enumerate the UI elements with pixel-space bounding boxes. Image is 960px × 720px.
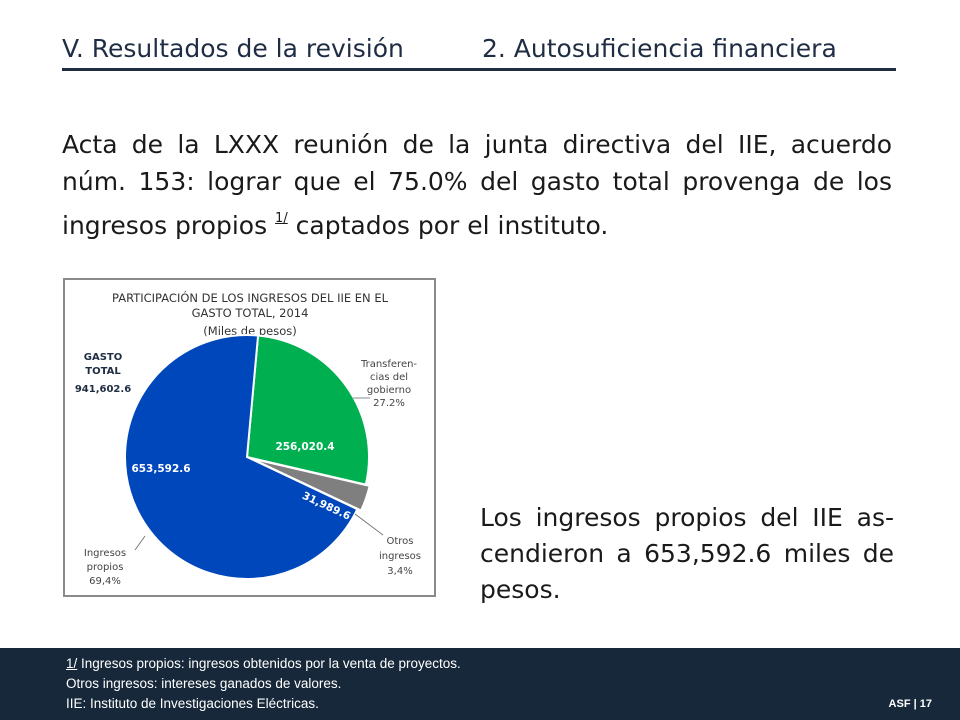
slice-value-propios: 653,592.6: [131, 463, 190, 475]
conclusion-paragraph: Los ingresos propios del IIE as-cendiero…: [480, 503, 894, 604]
org-acronym: ASF: [888, 698, 911, 710]
page-number: 17: [919, 698, 932, 710]
leader-line-otros: [354, 513, 384, 536]
pie-slice-otros: [250, 457, 371, 512]
pie-slices: [124, 334, 371, 580]
leader-line-propios: [134, 535, 146, 551]
footnote-1: 1/ Ingresos propios: ingresos obtenidos …: [66, 654, 461, 674]
pie-chart-panel: PARTICIPACIÓN DE LOS INGRESOS DEL IIE EN…: [63, 278, 436, 597]
pie-slice-transferencias: [245, 334, 370, 486]
intro-text-start: Acta de la LXXX reunión de la junta dire…: [62, 130, 892, 240]
footnote-reference: 1/: [275, 211, 288, 226]
pie-slice-propios: [124, 334, 359, 580]
label-propios-line1: Ingresos: [84, 548, 126, 559]
intro-text-end: captados por el instituto.: [287, 211, 609, 240]
label-transferencias-pct: 27.2%: [373, 398, 405, 409]
label-otros-line1: Otros: [386, 536, 413, 547]
footnote-3: IIE: Instituto de Investigaciones Eléctr…: [66, 696, 319, 711]
chart-title-line2: GASTO TOTAL, 2014: [192, 306, 309, 320]
footnote-1-text: Ingresos propios: ingresos obtenidos por…: [77, 656, 461, 671]
slice-value-transferencias: 256,020.4: [275, 441, 334, 453]
label-otros: Otros ingresos 3,4%: [379, 536, 421, 577]
label-propios-line3: 69,4%: [89, 576, 121, 587]
subsection-title: 2. Autosuficiencia financiera: [482, 34, 837, 63]
slide-header: V. Resultados de la revisión 2. Autosufi…: [62, 34, 896, 72]
footnote-1-ref: 1/: [66, 656, 78, 671]
total-label-line2: TOTAL: [85, 366, 121, 377]
chart-title-line1: PARTICIPACIÓN DE LOS INGRESOS DEL IIE EN…: [112, 290, 389, 305]
label-transferencias-line1: Transferen-: [360, 359, 417, 370]
section-title: V. Resultados de la revisión: [62, 34, 404, 63]
pie-chart: PARTICIPACIÓN DE LOS INGRESOS DEL IIE EN…: [75, 290, 421, 587]
label-propios: Ingresos propios 69,4%: [84, 548, 126, 587]
total-label-line1: GASTO: [84, 352, 122, 363]
intro-paragraph: Acta de la LXXX reunión de la junta dire…: [62, 126, 892, 244]
label-transferencias-line2: cias del: [370, 372, 408, 383]
page-separator: |: [913, 698, 917, 710]
footnotes: 1/ Ingresos propios: ingresos obtenidos …: [66, 654, 461, 714]
total-value: 941,602.6: [75, 384, 131, 395]
page-indicator: ASF | 17: [889, 698, 932, 710]
label-transferencias: Transferen- cias del gobierno 27.2%: [360, 359, 417, 409]
footer-bar: 1/ Ingresos propios: ingresos obtenidos …: [0, 648, 960, 720]
label-propios-line2: propios: [87, 562, 124, 573]
footnote-2: Otros ingresos: intereses ganados de val…: [66, 676, 342, 691]
label-otros-line2: ingresos: [379, 551, 421, 562]
header-divider: [62, 68, 896, 71]
label-transferencias-line3: gobierno: [367, 385, 411, 396]
label-otros-line3: 3,4%: [387, 566, 412, 577]
chart-subtitle: (Miles de pesos): [203, 324, 296, 338]
